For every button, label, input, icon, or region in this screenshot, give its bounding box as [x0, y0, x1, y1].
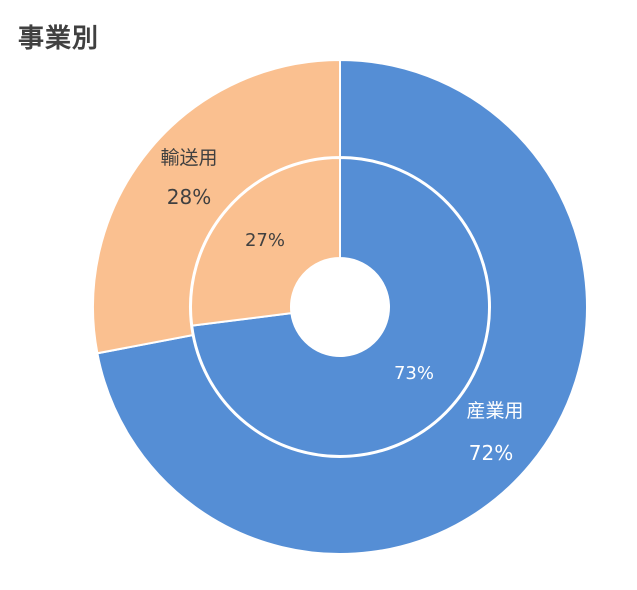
outer-slice-1-name-label: 産業用	[466, 400, 523, 422]
inner-ring	[190, 156, 490, 457]
inner-slice-2-value-label: 27%	[245, 230, 285, 251]
inner-slice-1-value-label: 73%	[394, 363, 434, 384]
outer-slice-2-value-label: 28%	[167, 185, 211, 209]
outer-ring	[92, 58, 588, 555]
inner-slice-2	[190, 156, 341, 327]
chart-title: 事業別	[18, 24, 100, 54]
outer-slice-1-value-label: 72%	[469, 441, 513, 465]
inner-slice-1	[191, 156, 490, 457]
slice-labels: 産業用 72% 輸送用 28% 73% 27%	[160, 147, 523, 465]
outer-slice-2-name-label: 輸送用	[160, 147, 217, 169]
